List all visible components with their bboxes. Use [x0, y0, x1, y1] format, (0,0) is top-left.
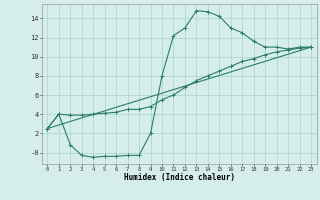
X-axis label: Humidex (Indice chaleur): Humidex (Indice chaleur) — [124, 173, 235, 182]
